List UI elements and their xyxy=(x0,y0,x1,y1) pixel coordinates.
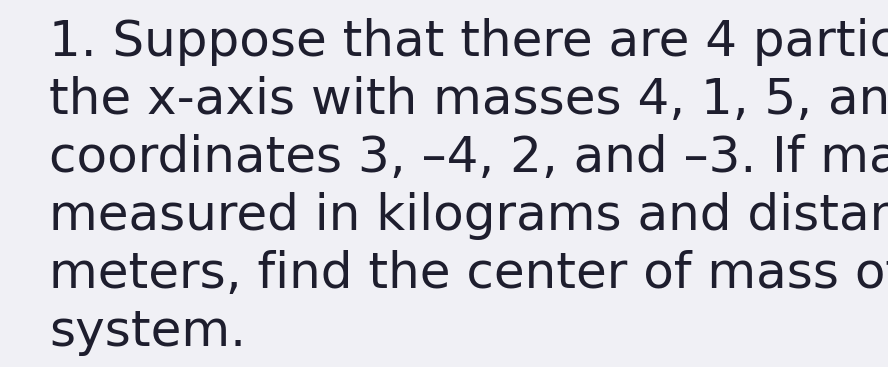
Text: meters, find the center of mass of the: meters, find the center of mass of the xyxy=(49,250,888,298)
Text: system.: system. xyxy=(49,308,246,356)
Text: 1. Suppose that there are 4 particles on: 1. Suppose that there are 4 particles on xyxy=(49,18,888,66)
Text: coordinates 3, –4, 2, and –3. If mass is: coordinates 3, –4, 2, and –3. If mass is xyxy=(49,134,888,182)
Text: measured in kilograms and distance in: measured in kilograms and distance in xyxy=(49,192,888,240)
Text: the x-axis with masses 4, 1, 5, and 7 with: the x-axis with masses 4, 1, 5, and 7 wi… xyxy=(49,76,888,124)
